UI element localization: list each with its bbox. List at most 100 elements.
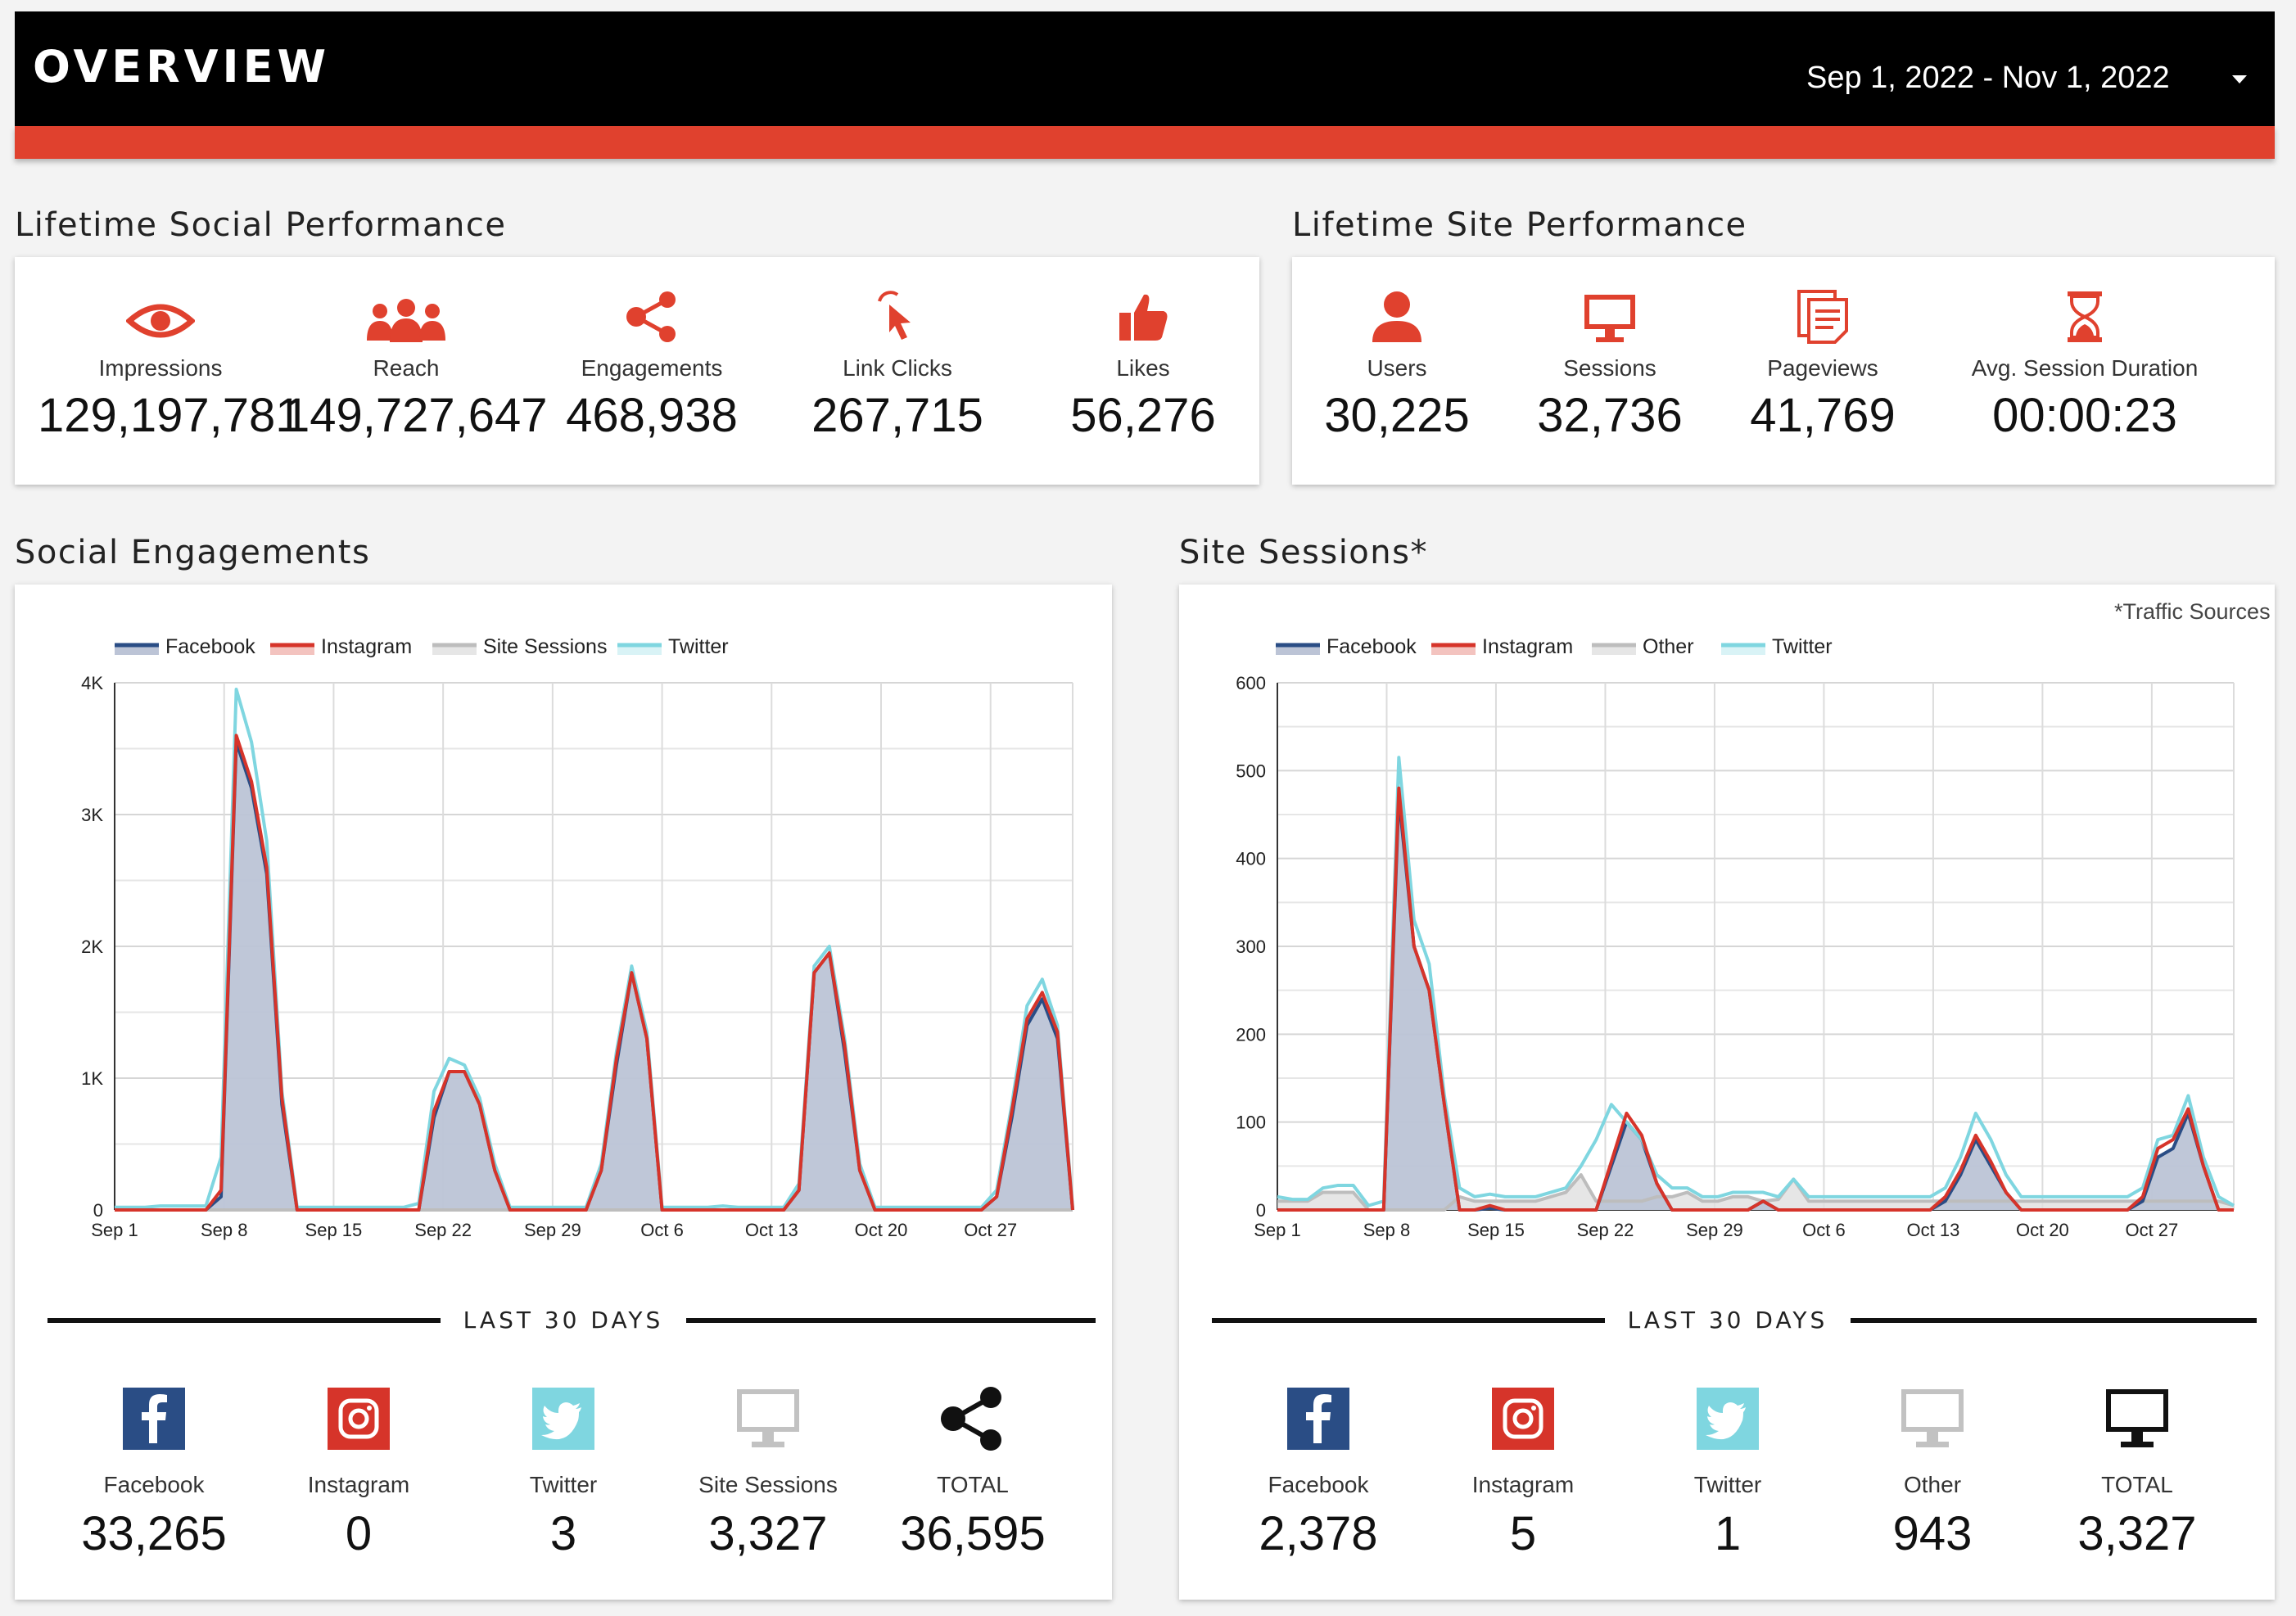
social-engagements-card: Sep 1 Sep 8 Sep 15 Sep 22 Sep 29 Oct 6 Oct 13 O… — [15, 585, 1112, 1600]
x-tick-label: Sep 29 — [524, 1220, 581, 1240]
monitor-icon — [2106, 1389, 2168, 1447]
kpi-engagements: Engagements 468,938 — [529, 278, 775, 443]
series-line-other — [1277, 1173, 2235, 1212]
bottom-instagram: Instagram 0 — [260, 1385, 457, 1561]
site-sessions-chart[interactable]: Sep 1 Sep 8 Sep 15 Sep 22 Sep 29 Oct 6 Oct 13 O… — [1179, 585, 2275, 1272]
bottom-other: Other 943 — [1834, 1385, 2031, 1561]
bottom-label: TOTAL — [2101, 1472, 2173, 1497]
legend-entry: Site Sessions — [483, 635, 607, 658]
y-tick-label: 1K — [81, 1068, 103, 1089]
monitor-icon — [1584, 295, 1635, 342]
header-accent-stripe — [15, 126, 2275, 159]
bottom-value: 3,327 — [2077, 1507, 2197, 1560]
eye-icon — [126, 304, 195, 338]
x-tick-label: Sep 15 — [1467, 1220, 1525, 1240]
pages-icon — [1797, 290, 1848, 344]
share-icon — [626, 291, 676, 342]
y-tick-label: 200 — [1236, 1024, 1266, 1045]
kpi-value: 30,225 — [1324, 389, 1470, 442]
kpi-likes: Likes 56,276 — [1020, 278, 1266, 443]
y-tick-label: 400 — [1236, 849, 1266, 869]
page-title: OVERVIEW — [33, 41, 331, 93]
bottom-total: TOTAL 36,595 — [875, 1385, 1071, 1561]
legend-swatch — [1721, 645, 1765, 655]
kpi-label: Pageviews — [1767, 355, 1878, 381]
x-tick-label: Sep 29 — [1686, 1220, 1743, 1240]
share-icon — [941, 1387, 1001, 1451]
instagram-icon — [328, 1388, 390, 1450]
kpi-label: Sessions — [1563, 355, 1656, 381]
bottom-value: 3 — [549, 1507, 577, 1560]
chevron-down-icon[interactable] — [2232, 75, 2247, 84]
bottom-value: 5 — [1509, 1507, 1537, 1560]
x-tick-label: Sep 22 — [414, 1220, 472, 1240]
hourglass-icon — [2068, 291, 2102, 342]
series-line-instagram — [1277, 786, 2234, 1212]
y-tick-label: 500 — [1236, 761, 1266, 781]
facebook-icon — [1287, 1388, 1349, 1450]
kpi-impressions: Impressions 129,197,781 — [38, 278, 302, 443]
bottom-value: 0 — [345, 1507, 373, 1560]
bottom-label: Twitter — [1693, 1472, 1762, 1497]
kpi-value: 32,736 — [1537, 389, 1683, 442]
legend-entry: Facebook — [165, 635, 255, 658]
kpi-label: Avg. Session Duration — [1971, 355, 2199, 381]
social-engagements-title: Social Engagements — [15, 534, 371, 571]
kpi-label: Likes — [1116, 355, 1170, 381]
divider-right — [1851, 1318, 2257, 1323]
bottom-label: Facebook — [1268, 1472, 1369, 1497]
chart-plot-group: Sep 1 Sep 8 Sep 15 Sep 22 Sep 29 Oct 6 Oct 13 O… — [1236, 673, 2235, 1240]
kpi-label: Impressions — [98, 355, 223, 381]
kpi-value: 129,197,781 — [38, 389, 302, 442]
facebook-icon — [123, 1388, 185, 1450]
legend-entry: Twitter — [1772, 635, 1833, 658]
x-tick-label: Oct 20 — [2016, 1220, 2069, 1240]
bottom-facebook: Facebook 33,265 — [56, 1385, 252, 1561]
social-engagements-chart[interactable]: Sep 1 Sep 8 Sep 15 Sep 22 Sep 29 Oct 6 Oct 13 O… — [15, 585, 1112, 1272]
date-range-selector[interactable]: Sep 1, 2022 - Nov 1, 2022 — [1806, 61, 2170, 95]
y-tick-label: 300 — [1236, 937, 1266, 957]
legend-swatch — [115, 645, 159, 655]
kpi-value: 149,727,647 — [283, 389, 548, 442]
twitter-icon — [532, 1388, 594, 1450]
bottom-label: TOTAL — [937, 1472, 1009, 1497]
kpi-label: Reach — [373, 355, 440, 381]
kpi-sessions: Sessions 32,736 — [1487, 278, 1733, 443]
cursor-icon — [878, 291, 911, 340]
traffic-sources-note: *Traffic Sources — [2114, 599, 2271, 624]
series-area-facebook — [115, 742, 1073, 1210]
x-tick-label: Sep 8 — [1363, 1220, 1411, 1240]
bottom-twitter: Twitter 1 — [1629, 1385, 1826, 1561]
series-line-twitter — [1277, 756, 2235, 1207]
site-performance-card: Users 30,225 Sessions 32,736 Pageviews 4… — [1292, 257, 2275, 485]
user-icon — [1372, 291, 1421, 342]
kpi-value: 267,715 — [811, 389, 983, 442]
bottom-label: Instagram — [307, 1472, 410, 1497]
bottom-label: Site Sessions — [698, 1472, 838, 1497]
site-performance-title: Lifetime Site Performance — [1292, 206, 1747, 244]
chart-plot-group: Sep 1 Sep 8 Sep 15 Sep 22 Sep 29 Oct 6 Oct 13 O… — [81, 673, 1074, 1240]
divider-left — [1212, 1318, 1605, 1323]
kpi-reach: Reach 149,727,647 — [283, 278, 548, 443]
bottom-instagram: Instagram 5 — [1425, 1385, 1621, 1561]
chart-legend: Facebook Instagram Site Sessions Twitter — [115, 635, 729, 658]
y-tick-label: 3K — [81, 805, 103, 825]
y-tick-label: 4K — [81, 673, 103, 693]
kpi-value: 468,938 — [566, 389, 738, 442]
kpi-label: Engagements — [581, 355, 723, 381]
y-tick-label: 100 — [1236, 1113, 1266, 1133]
divider-right — [686, 1318, 1096, 1323]
bottom-value: 943 — [1892, 1507, 1973, 1560]
legend-entry: Facebook — [1327, 635, 1417, 658]
kpi-users: Users 30,225 — [1274, 278, 1520, 443]
kpi-label: Users — [1367, 355, 1427, 381]
y-tick-label: 600 — [1236, 673, 1266, 693]
bottom-twitter: Twitter 3 — [465, 1385, 662, 1561]
kpi-link-clicks: Link Clicks 267,715 — [775, 278, 1020, 443]
bottom-facebook: Facebook 2,378 — [1220, 1385, 1417, 1561]
x-tick-label: Oct 20 — [855, 1220, 908, 1240]
kpi-avg-session-duration: Avg. Session Duration 00:00:23 — [1962, 278, 2208, 443]
kpi-value: 41,769 — [1750, 389, 1896, 442]
x-tick-label: Sep 15 — [305, 1220, 363, 1240]
bottom-label: Other — [1903, 1472, 1962, 1497]
